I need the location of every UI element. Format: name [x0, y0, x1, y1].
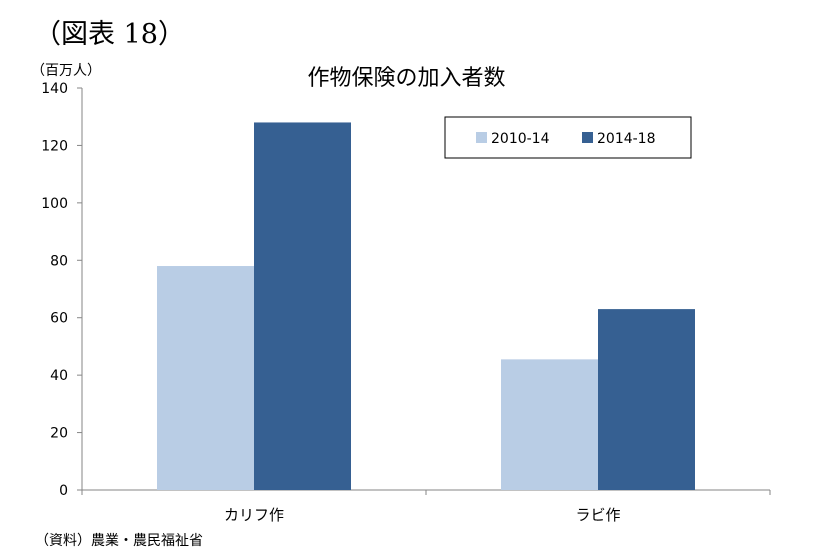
bar-2014-18-1	[598, 309, 695, 490]
chart-bars	[157, 122, 695, 490]
figure-label: （図表 18）	[34, 19, 185, 50]
y-tick-label: 100	[41, 196, 68, 212]
bar-2010-14-1	[501, 359, 598, 490]
bar-2014-18-0	[254, 122, 351, 490]
y-axis-unit-label: （百万人）	[31, 63, 101, 79]
y-tick-label: 0	[59, 483, 68, 499]
legend-label-2010-14: 2010-14	[491, 131, 550, 147]
legend-label-2014-18: 2014-18	[597, 131, 656, 147]
chart-title: 作物保険の加入者数	[307, 66, 506, 91]
x-category-label: カリフ作	[224, 506, 284, 524]
y-tick-label: 40	[50, 368, 68, 384]
y-tick-label: 60	[50, 311, 68, 327]
y-tick-label: 140	[41, 81, 68, 97]
y-tick-label: 20	[50, 426, 68, 442]
chart-legend: 2010-14 2014-18	[444, 116, 692, 159]
legend-swatch-2014-18	[582, 132, 593, 143]
y-tick-label: 80	[50, 253, 68, 269]
legend-swatch-2010-14	[476, 132, 487, 143]
bar-2010-14-0	[157, 266, 254, 490]
source-note: （資料）農業・農民福祉省	[35, 533, 203, 549]
y-tick-label: 120	[41, 138, 68, 154]
x-category-label: ラビ作	[575, 506, 620, 524]
